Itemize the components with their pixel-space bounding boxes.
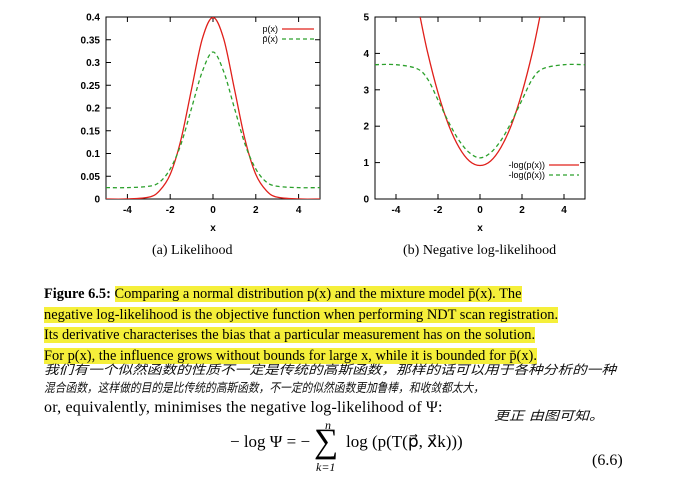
- body-text: or, equivalently, minimises the negative…: [44, 399, 443, 416]
- x-tick-label: 4: [296, 205, 302, 216]
- y-tick-label: 0.25: [81, 81, 101, 92]
- caption-line-3: Its derivative characterises the bias th…: [44, 325, 640, 346]
- legend-label-1: -log(p̄(x)): [508, 170, 545, 180]
- equation: − log Ψ = − n ∑ k=1 log (p(T(p⃗, x⃗k))): [230, 418, 490, 490]
- handwriting-line-2: 混合函数，这样做的目的是比传统的高斯函数，不一定的似然函数更加鲁棒，和收敛都太大…: [44, 380, 484, 395]
- y-tick-label: 0.35: [81, 35, 101, 46]
- subcaption-b: (b) Negative log-likelihood: [403, 243, 557, 258]
- y-tick-label: 0: [94, 195, 100, 206]
- x-tick-label: 4: [561, 205, 567, 216]
- y-tick-label: 0.05: [81, 172, 101, 183]
- y-tick-label: 0: [363, 195, 369, 206]
- neg-log-likelihood-axes: -4 -2 0 2 4 0 1 2 3 4 5 x: [363, 13, 586, 234]
- x-tick-label: 2: [519, 205, 525, 216]
- series-line-1: [375, 63, 585, 159]
- y-tick-label: 5: [363, 13, 369, 24]
- caption-line-1: Figure 6.5: Comparing a normal distribut…: [44, 284, 640, 305]
- y-tick-label: 0.1: [86, 149, 100, 160]
- equation-lhs: − log Ψ = −: [230, 432, 311, 451]
- x-tick-label: -2: [166, 205, 175, 216]
- x-tick-label: -4: [392, 205, 401, 216]
- sum-symbol: ∑: [314, 423, 339, 460]
- y-tick-label: 2: [363, 122, 369, 133]
- series-line-0: [106, 17, 320, 199]
- likelihood-plot: [106, 17, 320, 199]
- y-tick-label: 0.3: [86, 58, 100, 69]
- caption-line-4: For p(x), the influence grows without bo…: [44, 346, 640, 367]
- likelihood-chart: -4 -2 0 2 4 0 0.05 0.1 0.15 0.2 0.25 0.3 0.35 0.4 x p(…: [81, 13, 321, 234]
- equation-number: (6.6): [592, 452, 623, 469]
- neg-log-likelihood-chart: -4 -2 0 2 4 0 1 2 3 4 5 x -log(p(x))-log(p̄(x)): [363, 13, 586, 234]
- caption-text-3: Its derivative characterises the bias th…: [44, 327, 536, 343]
- handwritten-note: 我们有一个似然函数的性质不一定是传统的高斯函数，那样的话可以用于各种分析的一种 …: [44, 360, 644, 430]
- y-tick-label: 0.2: [86, 104, 100, 115]
- series-line-0: [419, 17, 541, 167]
- y-tick-label: 3: [363, 85, 369, 96]
- caption-line-2: negative log-likelihood is the objective…: [44, 305, 640, 326]
- x-axis-label: x: [477, 223, 483, 234]
- y-tick-label: 0.15: [81, 126, 101, 137]
- y-tick-label: 4: [363, 49, 369, 60]
- x-axis-label: x: [210, 223, 216, 234]
- sum-upper-limit: n: [325, 418, 331, 432]
- x-tick-label: 0: [477, 205, 483, 216]
- caption-text-2: negative log-likelihood is the objective…: [44, 306, 559, 323]
- equation-rhs: log (p(T(p⃗, x⃗k))): [346, 432, 463, 451]
- plot-frame: [374, 16, 586, 200]
- neg-log-likelihood-legend: -log(p(x))-log(p̄(x)): [508, 160, 579, 180]
- likelihood-legend: p(x)p̄(x): [263, 24, 314, 44]
- x-tick-label: 2: [253, 205, 259, 216]
- y-tick-label: 1: [363, 158, 369, 169]
- plot-frame: [105, 16, 321, 200]
- legend-label-1: p̄(x): [263, 34, 279, 44]
- handwriting-line-3: 更正 由图可知。: [494, 408, 604, 423]
- caption-text-4: For p(x), the influence grows without bo…: [44, 347, 537, 364]
- subcaption-a: (a) Likelihood: [152, 243, 233, 258]
- neg-log-likelihood-plot: [375, 17, 585, 167]
- series-line-1: [106, 51, 320, 189]
- legend-label-0: -log(p(x)): [508, 160, 545, 170]
- figure-caption: Figure 6.5: Comparing a normal distribut…: [44, 284, 640, 366]
- legend-label-0: p(x): [263, 24, 279, 34]
- handwriting-line-1: 我们有一个似然函数的性质不一定是传统的高斯函数，那样的话可以用于各种分析的一种: [44, 362, 618, 377]
- sum-lower-limit: k=1: [316, 460, 336, 474]
- x-tick-label: -2: [434, 205, 443, 216]
- x-tick-label: -4: [123, 205, 132, 216]
- figure-label: Figure 6.5:: [44, 286, 111, 302]
- x-tick-label: 0: [210, 205, 216, 216]
- caption-text-1: Comparing a normal distribution p(x) and…: [114, 286, 522, 302]
- y-tick-label: 0.4: [86, 13, 100, 24]
